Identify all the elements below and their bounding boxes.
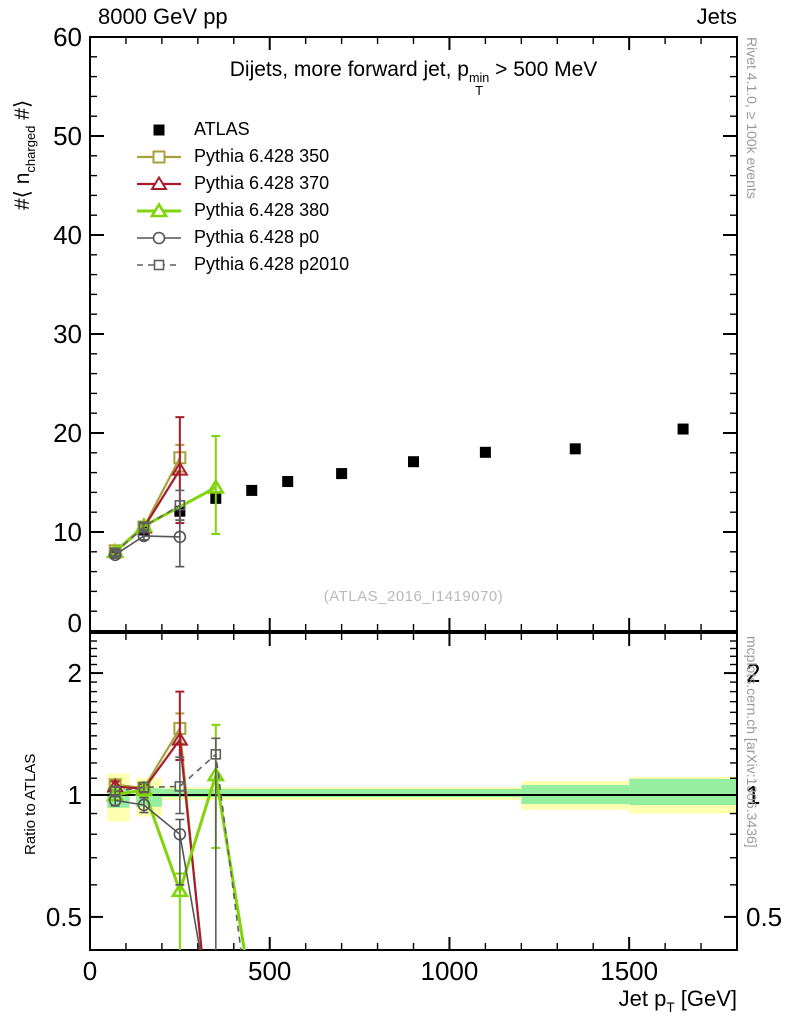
legend: ATLAS Pythia 6.428 350 Pythia 6.428 370 Pyt… xyxy=(136,116,349,278)
series-top-pythia-6-428-p0 xyxy=(108,519,187,568)
series-line xyxy=(114,486,217,553)
marker-triangle-open xyxy=(134,780,154,797)
legend-swatch xyxy=(137,150,181,163)
marker-square-filled xyxy=(569,443,581,455)
marker-square-open xyxy=(138,521,150,532)
marker-square-filled xyxy=(677,423,689,435)
series-ratio-line xyxy=(115,736,203,950)
marker-circle-open xyxy=(152,231,166,244)
band-inner xyxy=(161,788,522,798)
marker-square-open xyxy=(210,749,222,760)
ratio-tick-label-right: 0.5 xyxy=(746,902,782,932)
analysis-id-watermark: (ATLAS_2016_I1419070) xyxy=(323,588,504,605)
beam-energy-label: 8000 GeV pp xyxy=(98,4,228,29)
ratio-tick-label-right: 2 xyxy=(746,658,760,688)
series-top-pythia-6-428-380 xyxy=(105,434,226,559)
x-tick-label: 0 xyxy=(83,956,97,986)
legend-item: Pythia 6.428 p2010 xyxy=(136,251,349,278)
series-ratio-pythia-6-428-370 xyxy=(106,690,203,950)
series-ratio-pythia-6-428-p0 xyxy=(108,794,201,950)
marker-square-filled xyxy=(408,456,419,468)
series-ratio-line xyxy=(115,799,201,950)
y-tick-label-top: 20 xyxy=(53,418,82,448)
ratio-tick-label-left: 1 xyxy=(68,780,82,810)
plot-title-text: Dijets, more forward jet, p xyxy=(229,58,469,81)
ratio-tick-label-left: 0.5 xyxy=(46,902,82,932)
x-tick-label: 1500 xyxy=(600,956,658,986)
x-axis-title: Jet pT [GeV] xyxy=(618,986,737,1016)
legend-item: ATLAS xyxy=(136,116,349,143)
ratio-panel-frame xyxy=(89,632,738,951)
series-top-pythia-6-428-p2010 xyxy=(109,489,186,559)
legend-swatch xyxy=(153,124,165,135)
y-tick-label-top: 40 xyxy=(53,220,82,250)
marker-circle-open xyxy=(137,798,151,812)
marker-square-open xyxy=(109,547,121,559)
analysis-category-label: Jets xyxy=(696,4,737,29)
marker-square-open xyxy=(109,786,121,797)
y-tick-label-top: 50 xyxy=(53,121,82,151)
series-ratio-pythia-6-428-p2010 xyxy=(109,737,242,950)
mcplots-reference-label: mcplots.cern.ch [arXiv:1306.3436] xyxy=(744,636,760,848)
series-line xyxy=(114,535,180,556)
legend-item: Pythia 6.428 350 xyxy=(136,143,349,170)
series-top-atlas xyxy=(109,423,689,559)
legend-swatch xyxy=(137,231,181,244)
marker-square-filled xyxy=(479,446,491,458)
marker-triangle-open xyxy=(206,478,226,494)
ratio-uncertainty-bands xyxy=(107,773,737,822)
marker-circle-open xyxy=(173,530,187,544)
legend-item-label: Pythia 6.428 370 xyxy=(194,173,330,193)
rivet-version-label: Rivet 4.1.0, ≥ 100k events xyxy=(744,37,760,199)
marker-square-open xyxy=(138,781,150,793)
legend-item: Pythia 6.428 p0 xyxy=(136,224,349,251)
marker-square-filled xyxy=(282,476,294,488)
marker-square-open xyxy=(153,259,165,270)
marker-square-filled xyxy=(336,468,348,480)
band-inner xyxy=(629,778,737,806)
legend-item-label: Pythia 6.428 350 xyxy=(194,146,330,166)
legend-item: Pythia 6.428 380 xyxy=(136,197,349,224)
marker-triangle-open xyxy=(149,201,169,217)
marker-square-open xyxy=(152,150,166,163)
legend-swatch xyxy=(137,201,181,217)
y-tick-label-top: 60 xyxy=(53,22,82,52)
y-tick-label-top: 10 xyxy=(53,517,82,547)
marker-triangle-open xyxy=(150,175,168,190)
y-tick-label-top: 0 xyxy=(68,608,82,638)
series-ratio-line xyxy=(115,752,242,950)
top-panel-frame xyxy=(89,36,738,632)
ratio-tick-label-left: 2 xyxy=(68,658,82,688)
marker-square-open xyxy=(174,499,186,511)
legend-item-label: Pythia 6.428 p2010 xyxy=(194,254,350,274)
legend-item: Pythia 6.428 370 xyxy=(136,170,349,197)
legend-item-label: ATLAS xyxy=(194,119,250,139)
marker-triangle-open xyxy=(171,731,189,746)
marker-square-filled xyxy=(246,484,258,496)
legend-swatch xyxy=(137,259,181,270)
x-tick-label: 500 xyxy=(248,956,291,986)
y-tick-label-top: 30 xyxy=(53,319,82,349)
legend-item-label: Pythia 6.428 p0 xyxy=(194,227,320,247)
y-axis-title-top: #⟨ ncharged #⟩ xyxy=(11,99,38,210)
marker-triangle-open xyxy=(170,881,190,898)
marker-square-filled xyxy=(153,124,165,135)
marker-circle-open xyxy=(173,827,187,841)
legend-swatch xyxy=(137,175,181,190)
legend-item-label: Pythia 6.428 380 xyxy=(194,200,330,220)
ratio-tick-label-right: 1 xyxy=(746,780,760,810)
x-tick-label: 1000 xyxy=(421,956,479,986)
marker-square-open xyxy=(174,781,186,792)
y-axis-title-ratio: Ratio to ATLAS xyxy=(22,753,39,855)
pt-min-stack: min T xyxy=(468,71,490,98)
plot-title: Dijets, more forward jet, p min T > 500 Me… xyxy=(229,58,598,98)
marker-triangle-open xyxy=(171,461,189,476)
